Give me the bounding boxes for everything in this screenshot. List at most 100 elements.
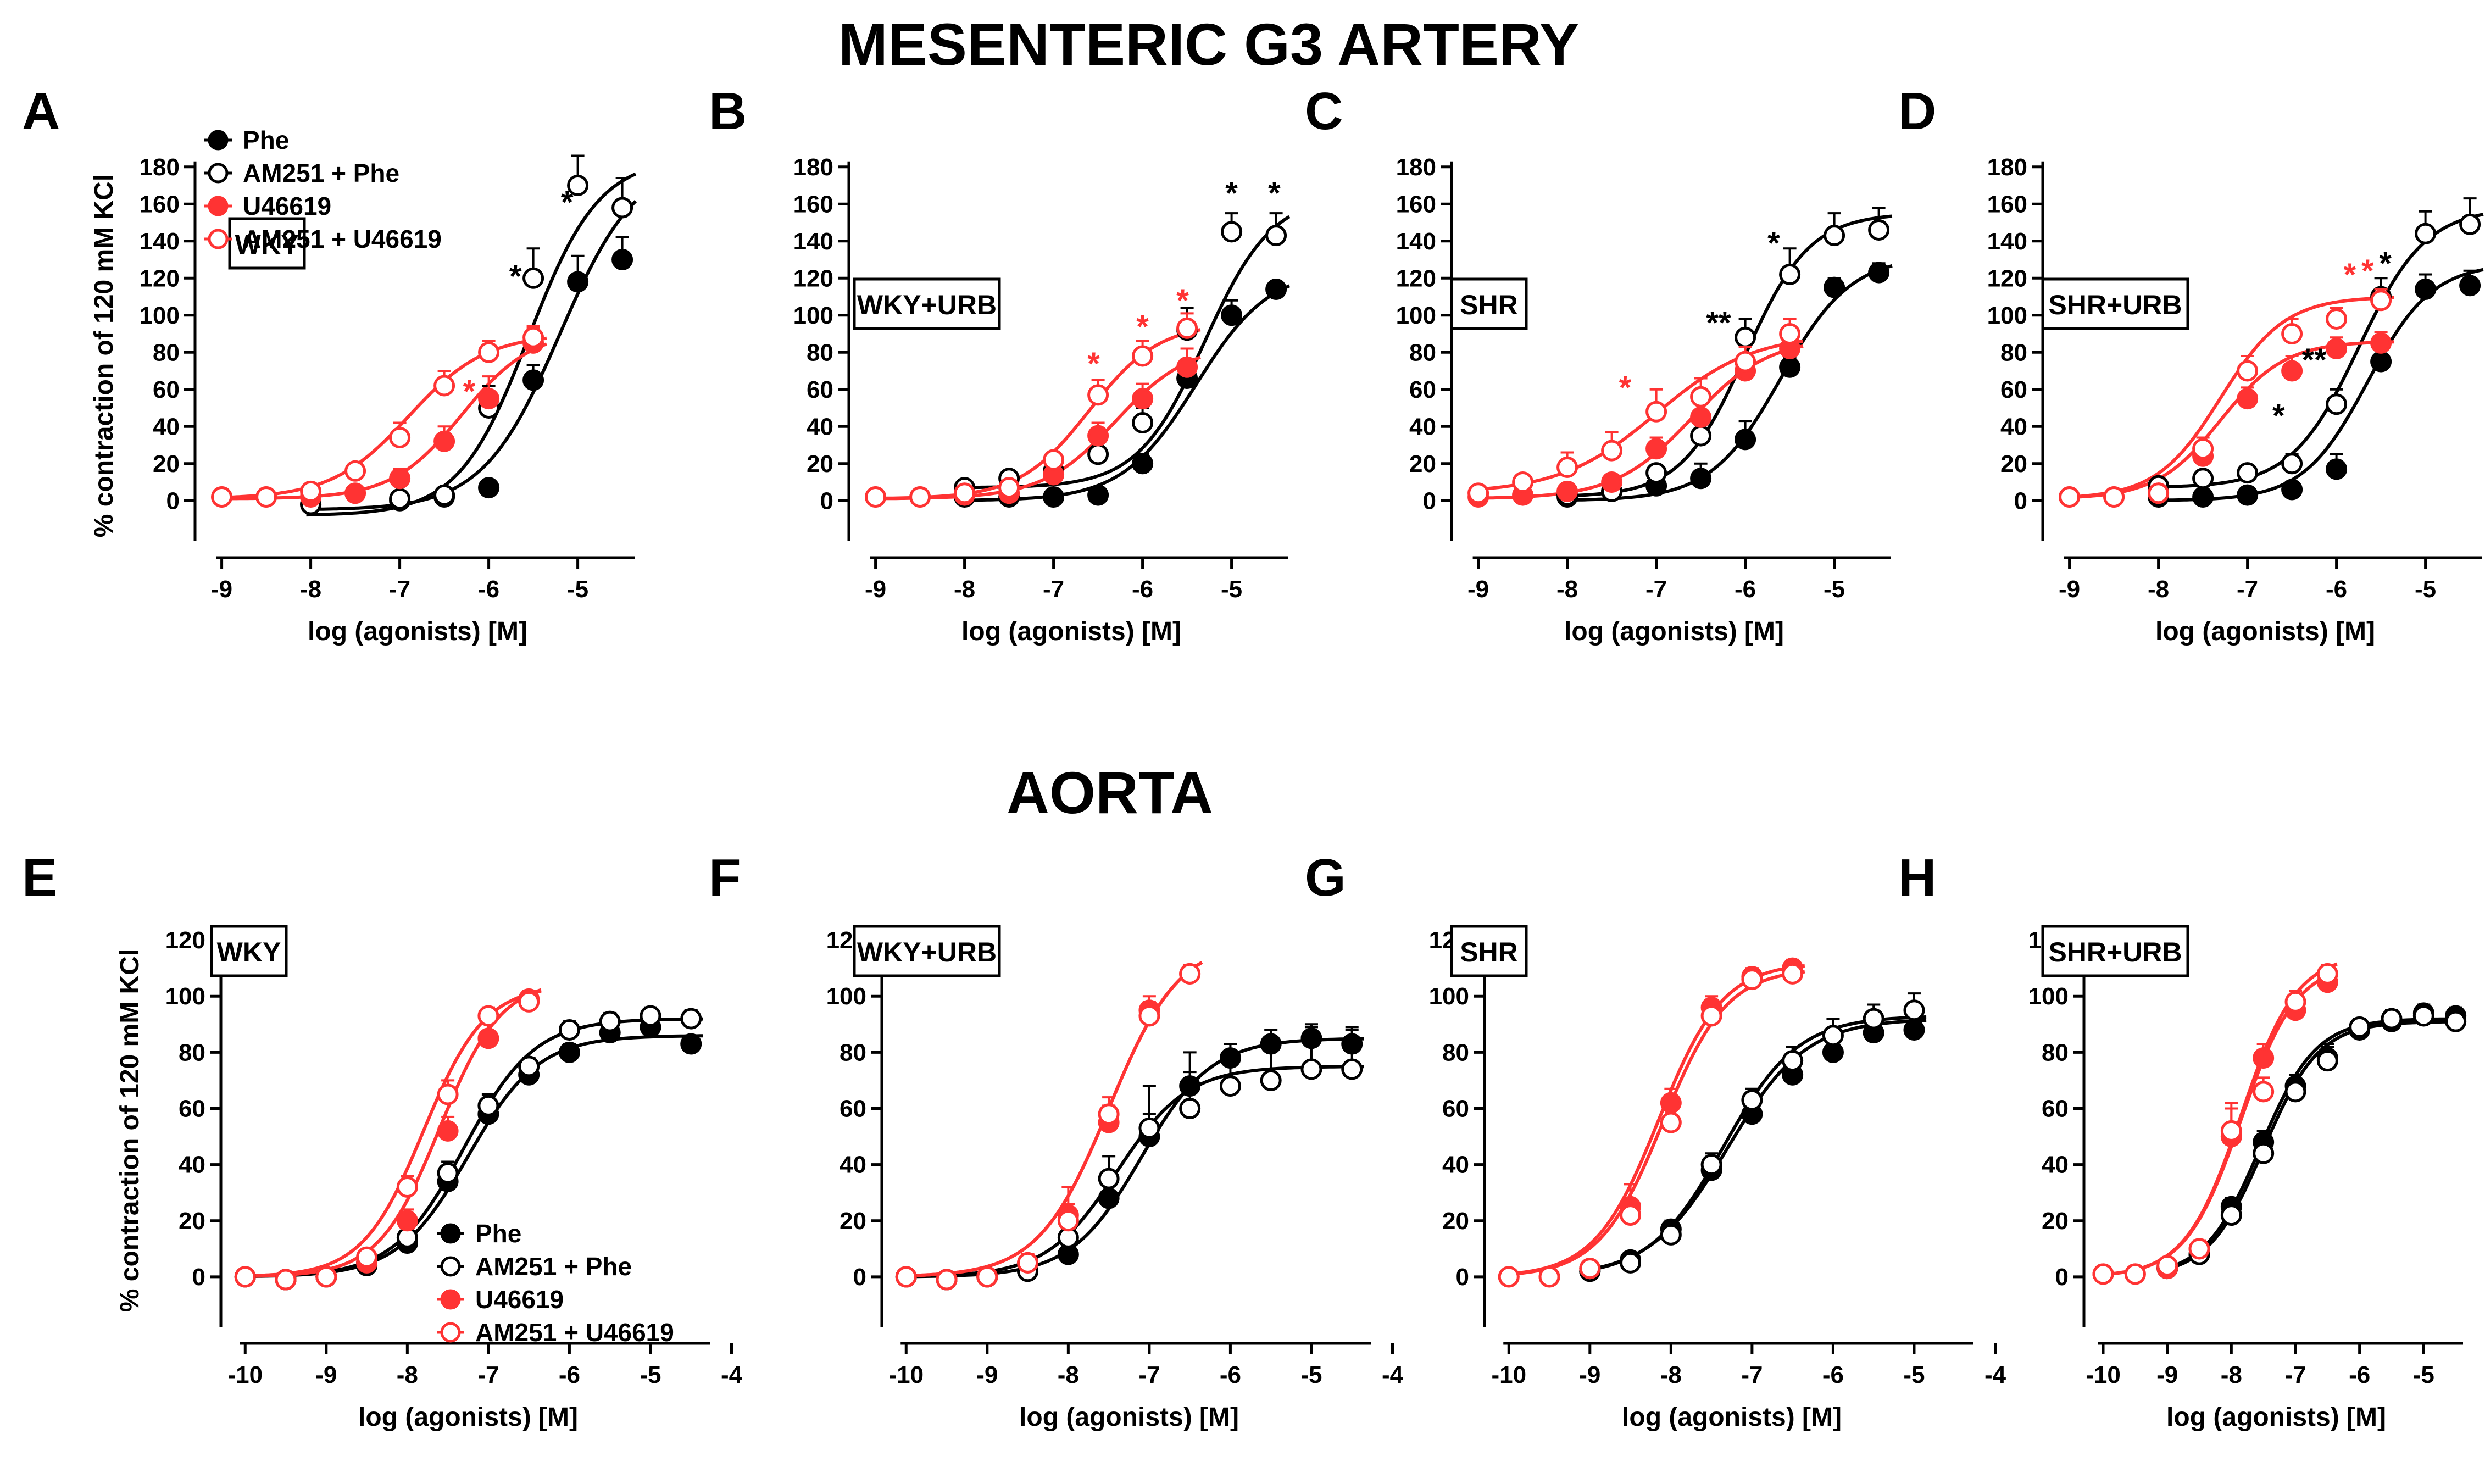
data-point-phe xyxy=(2370,351,2392,373)
data-point-am251-u46619 xyxy=(1735,351,1756,373)
data-point-am251-u46619 xyxy=(1057,1210,1079,1232)
data-point-am251-phe xyxy=(1300,1058,1322,1080)
y-tick-label: 100 xyxy=(165,983,205,1010)
y-axis-title: % contraction of 120 mM KCl xyxy=(90,174,119,537)
legend-marker xyxy=(208,163,229,184)
x-tick-label: -5 xyxy=(1221,576,1242,603)
data-point-u46619 xyxy=(1176,356,1198,378)
group-tag-label: SHR xyxy=(1460,290,1518,320)
data-point-phe xyxy=(1690,468,1712,490)
x-axis-title: log (agonists) [M] xyxy=(2155,617,2375,646)
y-tick-label: 60 xyxy=(840,1096,866,1122)
group-tag-label: WKY xyxy=(235,229,299,260)
data-point-am251-phe xyxy=(2237,462,2259,484)
data-point-am251-u46619 xyxy=(2326,308,2348,330)
data-point-am251-u46619 xyxy=(1017,1252,1039,1274)
x-tick-label: -9 xyxy=(1467,576,1489,603)
y-tick-label: 0 xyxy=(166,487,180,514)
data-point-am251-u46619 xyxy=(2370,290,2392,312)
data-point-phe xyxy=(1779,356,1801,378)
x-tick-label: -10 xyxy=(888,1361,924,1388)
x-tick-label: -6 xyxy=(1735,576,1756,603)
group-tag: WKY+URB xyxy=(853,925,1001,977)
y-tick-label: 80 xyxy=(1409,339,1436,366)
data-point-am251-phe xyxy=(1219,1075,1241,1097)
panel-letter: F xyxy=(709,848,741,907)
x-tick-label: -4 xyxy=(1984,1361,2006,1388)
x-tick-label: -9 xyxy=(976,1361,998,1388)
data-point-am251-u46619 xyxy=(2316,963,2338,985)
data-point-phe xyxy=(2415,279,2437,300)
x-tick-label: -6 xyxy=(478,576,499,603)
data-point-am251-phe xyxy=(2326,393,2348,415)
y-tick-label: 60 xyxy=(2000,376,2027,403)
significance-marker: * xyxy=(1176,283,1189,319)
data-point-u46619 xyxy=(344,482,366,504)
data-point-am251-u46619 xyxy=(2281,323,2303,344)
data-point-am251-phe xyxy=(1087,443,1109,465)
data-point-u46619 xyxy=(477,1027,499,1049)
data-point-am251-phe xyxy=(2349,1016,2371,1038)
y-tick-label: 160 xyxy=(1396,191,1436,218)
x-axis-title: log (agonists) [M] xyxy=(2166,1403,2386,1432)
x-tick-label: -8 xyxy=(397,1361,418,1388)
y-tick-label: 0 xyxy=(1423,487,1436,514)
data-point-am251-u46619 xyxy=(998,477,1020,499)
data-point-u46619 xyxy=(1690,406,1712,428)
data-point-am251-phe xyxy=(518,1055,540,1077)
y-tick-label: 20 xyxy=(807,451,833,477)
y-tick-label: 40 xyxy=(1409,413,1436,440)
y-tick-label: 120 xyxy=(1396,265,1436,292)
data-point-am251-u46619 xyxy=(344,460,366,482)
data-point-am251-u46619 xyxy=(2103,486,2125,508)
group-tag-label: WKY+URB xyxy=(857,290,997,320)
y-tick-label: 40 xyxy=(1442,1152,1469,1179)
significance-marker: * xyxy=(2272,398,2285,433)
data-point-am251-phe xyxy=(558,1019,580,1041)
data-point-am251-u46619 xyxy=(2124,1263,2146,1285)
data-point-u46619 xyxy=(478,388,500,410)
y-tick-label: 120 xyxy=(793,265,833,292)
group-tag: WKY xyxy=(228,217,306,270)
x-tick-label: -7 xyxy=(477,1361,499,1388)
data-point-phe xyxy=(478,477,500,499)
data-point-am251-u46619 xyxy=(865,486,887,508)
y-tick-label: 180 xyxy=(1987,154,2027,181)
x-tick-label: -4 xyxy=(721,1361,743,1388)
data-point-phe xyxy=(1098,1187,1120,1209)
data-point-u46619 xyxy=(2253,1047,2275,1069)
x-tick-label: -5 xyxy=(640,1361,661,1388)
data-point-am251-u46619 xyxy=(1579,1258,1601,1280)
legend-label: Phe xyxy=(243,126,289,154)
y-tick-label: 40 xyxy=(153,413,180,440)
y-tick-label: 140 xyxy=(1987,228,2027,255)
y-tick-label: 80 xyxy=(2000,339,2027,366)
y-tick-label: 60 xyxy=(153,376,180,403)
y-tick-label: 100 xyxy=(140,302,180,329)
section-title-mesenteric: MESENTERIC G3 ARTERY xyxy=(838,11,1579,77)
x-tick-label: -6 xyxy=(1822,1361,1844,1388)
legend-marker xyxy=(208,196,229,216)
panel-letter: E xyxy=(22,848,57,907)
data-point-am251-phe xyxy=(2445,1010,2467,1032)
x-tick-label: -5 xyxy=(1824,576,1845,603)
y-tick-label: 180 xyxy=(140,154,180,181)
data-point-am251-phe xyxy=(477,1094,499,1116)
data-point-am251-u46619 xyxy=(1179,963,1201,985)
data-point-am251-phe xyxy=(680,1008,702,1030)
legend-marker xyxy=(440,1322,461,1343)
y-tick-label: 40 xyxy=(179,1152,205,1179)
y-tick-label: 0 xyxy=(2014,487,2027,514)
y-tick-label: 20 xyxy=(2000,451,2027,477)
significance-marker: * xyxy=(2344,257,2356,293)
data-point-am251-u46619 xyxy=(211,486,233,508)
y-tick-label: 20 xyxy=(840,1208,866,1235)
data-point-phe xyxy=(1043,486,1065,508)
data-point-am251-u46619 xyxy=(1700,1005,1722,1027)
significance-marker: * xyxy=(1767,225,1780,261)
data-point-am251-phe xyxy=(1260,1069,1282,1091)
legend-marker xyxy=(208,130,229,151)
data-point-am251-u46619 xyxy=(976,1266,998,1288)
y-tick-label: 40 xyxy=(807,413,833,440)
